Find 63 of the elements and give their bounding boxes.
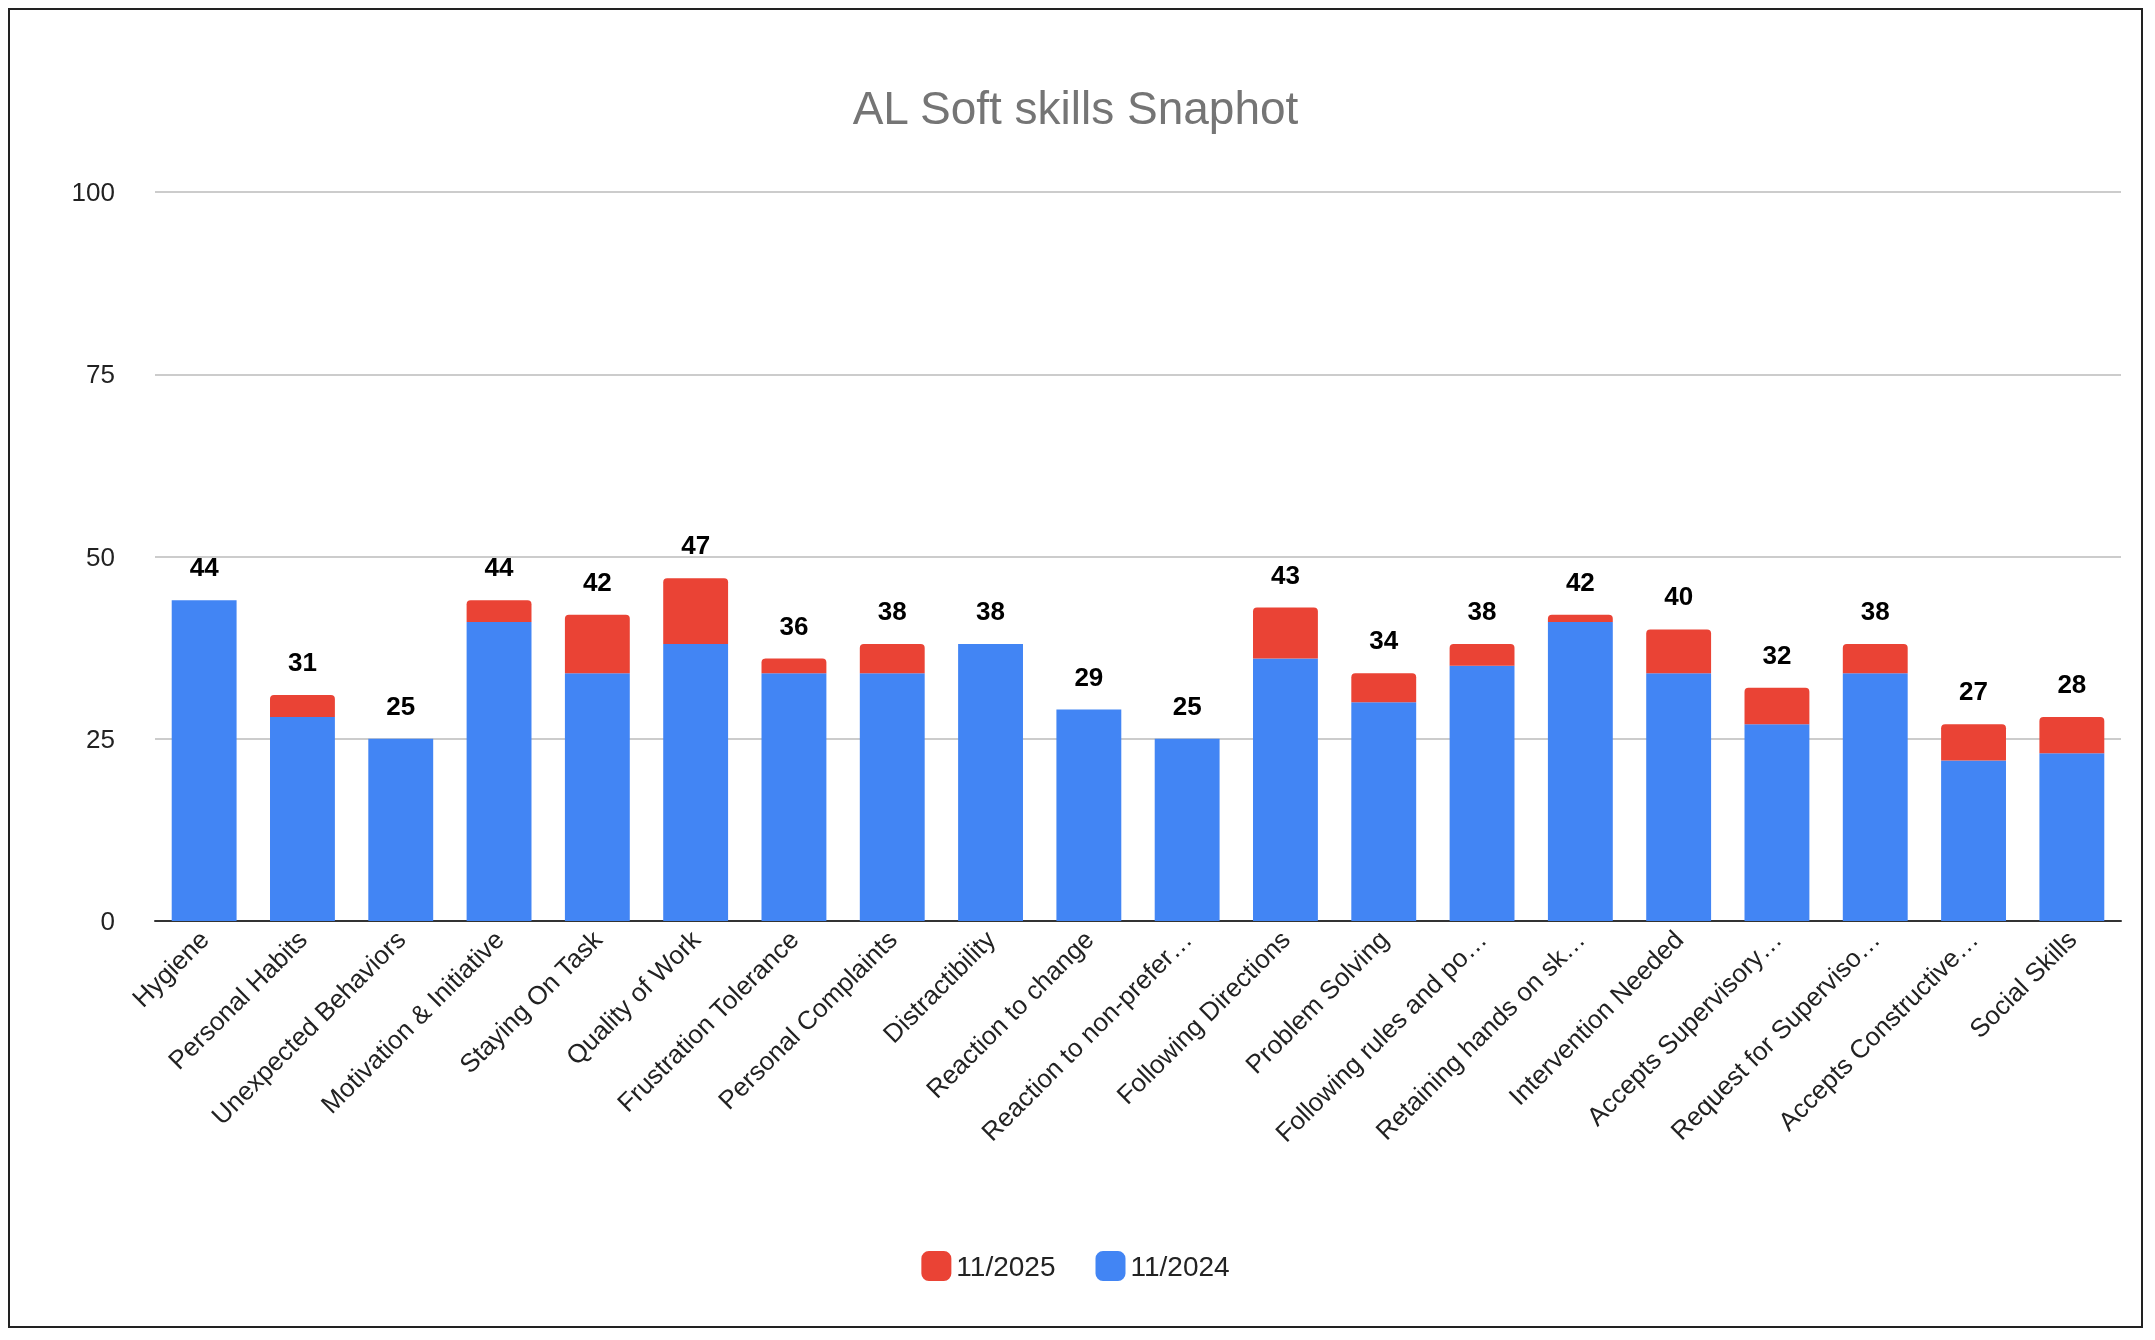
bar bbox=[859, 643, 925, 674]
total-label: 38 bbox=[976, 595, 1006, 626]
bar bbox=[761, 673, 827, 921]
total-label: 47 bbox=[681, 530, 711, 561]
y-tick-label: 0 bbox=[100, 906, 115, 936]
bar bbox=[2039, 753, 2105, 921]
bar bbox=[1941, 724, 2006, 761]
total-label: 44 bbox=[484, 552, 515, 583]
total-label: 25 bbox=[1172, 690, 1202, 721]
bar bbox=[1154, 738, 1220, 921]
chart-title: AL Soft skills Snaphot bbox=[852, 82, 1299, 134]
bar bbox=[1253, 607, 1318, 659]
bar bbox=[1547, 622, 1613, 921]
total-label: 34 bbox=[1369, 625, 1399, 656]
bar bbox=[1842, 673, 1908, 921]
bar bbox=[466, 622, 532, 921]
bar bbox=[1449, 665, 1515, 921]
legend-label: 11/2025 bbox=[956, 1250, 1056, 1282]
bar bbox=[958, 643, 1023, 921]
bar bbox=[1351, 673, 1417, 703]
bar bbox=[1744, 724, 1810, 921]
bar bbox=[1351, 702, 1417, 921]
total-label: 27 bbox=[1959, 676, 1989, 707]
total-label: 25 bbox=[386, 690, 416, 721]
bar bbox=[761, 658, 827, 674]
bar bbox=[368, 738, 434, 921]
bar bbox=[2039, 716, 2105, 754]
bar bbox=[1842, 643, 1908, 674]
total-label: 44 bbox=[189, 552, 220, 583]
bar bbox=[859, 673, 925, 921]
bar bbox=[1941, 760, 2006, 921]
bar bbox=[1744, 687, 1810, 725]
bar bbox=[1056, 709, 1122, 921]
bar bbox=[1646, 673, 1712, 921]
y-tick-label: 50 bbox=[86, 541, 115, 572]
bar bbox=[564, 673, 630, 921]
bar bbox=[1547, 614, 1613, 623]
total-label: 43 bbox=[1270, 559, 1300, 590]
bar bbox=[1449, 643, 1515, 666]
bar bbox=[270, 716, 335, 921]
bar bbox=[171, 600, 237, 921]
total-label: 38 bbox=[877, 595, 907, 626]
total-label: 42 bbox=[582, 566, 612, 597]
bar bbox=[663, 643, 729, 921]
total-label: 42 bbox=[1565, 566, 1595, 597]
bar bbox=[466, 600, 532, 623]
total-label: 31 bbox=[287, 647, 317, 678]
bar bbox=[663, 578, 729, 644]
bar bbox=[1646, 629, 1712, 674]
bar bbox=[564, 614, 630, 674]
total-label: 29 bbox=[1074, 661, 1104, 692]
total-label: 38 bbox=[1467, 595, 1497, 626]
bar bbox=[270, 695, 335, 717]
y-tick-label: 100 bbox=[71, 177, 115, 207]
total-label: 38 bbox=[1860, 595, 1890, 626]
total-label: 36 bbox=[779, 610, 809, 641]
legend-label: 11/2024 bbox=[1130, 1250, 1230, 1282]
bar bbox=[1253, 658, 1318, 921]
total-label: 40 bbox=[1664, 581, 1694, 612]
y-tick-label: 75 bbox=[86, 359, 115, 390]
total-label: 28 bbox=[2057, 668, 2087, 699]
y-tick-label: 25 bbox=[86, 723, 115, 754]
total-label: 32 bbox=[1762, 639, 1792, 670]
